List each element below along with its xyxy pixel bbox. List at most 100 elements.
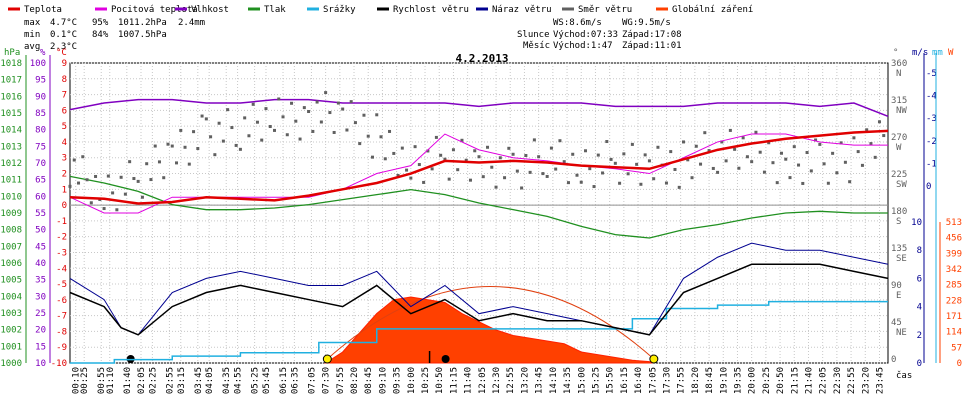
ms-tick2-4: 2 — [917, 331, 922, 341]
direction-point — [562, 160, 566, 164]
pct-tick-9: 55 — [35, 209, 46, 219]
legend-label-0: Teplota — [24, 5, 62, 15]
legend-label-4: Srážky — [323, 5, 356, 15]
direction-point — [694, 144, 698, 148]
time-tick-3: 01:10 — [106, 367, 116, 394]
series-tlak — [69, 175, 888, 239]
moonset-marker — [441, 355, 450, 363]
direction-point — [430, 167, 434, 171]
ms-tick-5: 0 — [926, 182, 931, 192]
direction-point — [277, 97, 281, 101]
legend-label-6: Náraz větru — [492, 5, 552, 15]
direction-point — [707, 149, 711, 153]
hpa-tick-6: 1012 — [0, 159, 22, 169]
w-tick-4: 285 — [946, 281, 962, 291]
direction-point — [94, 174, 98, 178]
direction-point — [68, 184, 72, 188]
direction-point — [558, 139, 562, 143]
direction-point — [111, 191, 115, 195]
degc-tick-11: -2 — [56, 233, 67, 243]
time-tick-54: 22:30 — [833, 367, 843, 394]
time-tick-37: 15:25 — [591, 367, 601, 394]
pct-tick-5: 75 — [35, 142, 46, 152]
time-tick-21: 08:45 — [364, 367, 374, 394]
direction-point — [481, 175, 485, 179]
direction-point — [711, 166, 715, 170]
direction-point — [788, 176, 792, 180]
direction-point — [622, 152, 626, 156]
time-tick-50: 20:50 — [776, 367, 786, 394]
degc-tick-10: -1 — [56, 217, 67, 227]
hpa-tick-5: 1013 — [0, 142, 22, 152]
direction-point — [865, 128, 869, 132]
direction-point — [630, 142, 634, 146]
direction-point — [532, 138, 536, 142]
direction-point — [699, 162, 703, 166]
direction-point — [733, 147, 737, 151]
w-tick-6: 171 — [946, 312, 962, 322]
dir-label-4: S — [896, 217, 901, 227]
time-tick-47: 19:35 — [733, 367, 743, 394]
direction-point — [255, 120, 259, 124]
direction-point — [822, 162, 826, 166]
dir-label-5: SE — [896, 254, 907, 264]
time-tick-28: 11:40 — [464, 367, 474, 394]
direction-point — [187, 162, 191, 166]
dir-label-1: NW — [896, 106, 907, 116]
direction-point — [716, 170, 720, 174]
time-tick-33: 13:45 — [535, 367, 545, 394]
direction-point — [814, 138, 818, 142]
direction-point — [247, 134, 251, 138]
direction-point — [605, 140, 609, 144]
time-tick-48: 20:00 — [748, 367, 758, 394]
time-tick-5: 02:05 — [137, 367, 147, 394]
time-tick-11: 04:35 — [222, 367, 232, 394]
direction-point — [153, 144, 157, 148]
chart-title: 4.2.2013 — [456, 52, 509, 65]
wind-ws: WS:8.6m/s — [553, 18, 602, 28]
direction-point — [260, 138, 264, 142]
pct-tick-16: 20 — [35, 326, 46, 336]
direction-point — [413, 145, 417, 149]
degc-tick-15: -6 — [56, 296, 67, 306]
w-tick-2: 399 — [946, 249, 962, 259]
direction-point — [541, 172, 545, 176]
direction-point — [843, 160, 847, 164]
direction-point — [579, 180, 583, 184]
direction-point — [750, 160, 754, 164]
direction-point — [375, 113, 379, 117]
time-tick-31: 12:55 — [506, 367, 516, 394]
direction-point — [515, 169, 519, 173]
hpa-tick-17: 1001 — [0, 342, 22, 352]
time-tick-45: 18:45 — [705, 367, 715, 394]
direction-point — [805, 151, 809, 155]
series-vlhkost — [69, 98, 889, 118]
time-tick-2: 00:55 — [97, 367, 107, 394]
pct-tick-1: 95 — [35, 76, 46, 86]
direction-point — [468, 178, 472, 182]
direction-point — [268, 125, 272, 129]
direction-point — [839, 141, 843, 145]
direction-point — [677, 185, 681, 189]
direction-point — [524, 154, 528, 157]
direction-point — [311, 129, 315, 133]
direction-point — [319, 120, 323, 124]
series-smer-vetru — [68, 91, 886, 212]
time-tick-46: 19:10 — [719, 367, 729, 394]
pct-tick-6: 70 — [35, 159, 46, 169]
info-panel: max 4.7°C 95% 1011.2hPa 2.4mm min 0.1°C … — [24, 18, 682, 52]
direction-point — [797, 163, 801, 167]
moon-label: Měsíc — [523, 41, 550, 51]
direction-point — [869, 142, 873, 146]
time-tick-51: 21:15 — [790, 367, 800, 394]
legend-label-5: Rychlost větru — [393, 5, 469, 15]
dir-tick-6: 90 — [891, 281, 902, 291]
hpa-tick-8: 1010 — [0, 192, 22, 202]
pct-tick-0: 100 — [30, 59, 46, 69]
direction-point — [358, 142, 362, 146]
sunrise-marker — [322, 354, 332, 364]
series-srazky — [70, 300, 888, 364]
direction-point — [379, 135, 383, 139]
direction-point — [307, 110, 311, 114]
time-tick-13: 05:25 — [251, 367, 261, 394]
